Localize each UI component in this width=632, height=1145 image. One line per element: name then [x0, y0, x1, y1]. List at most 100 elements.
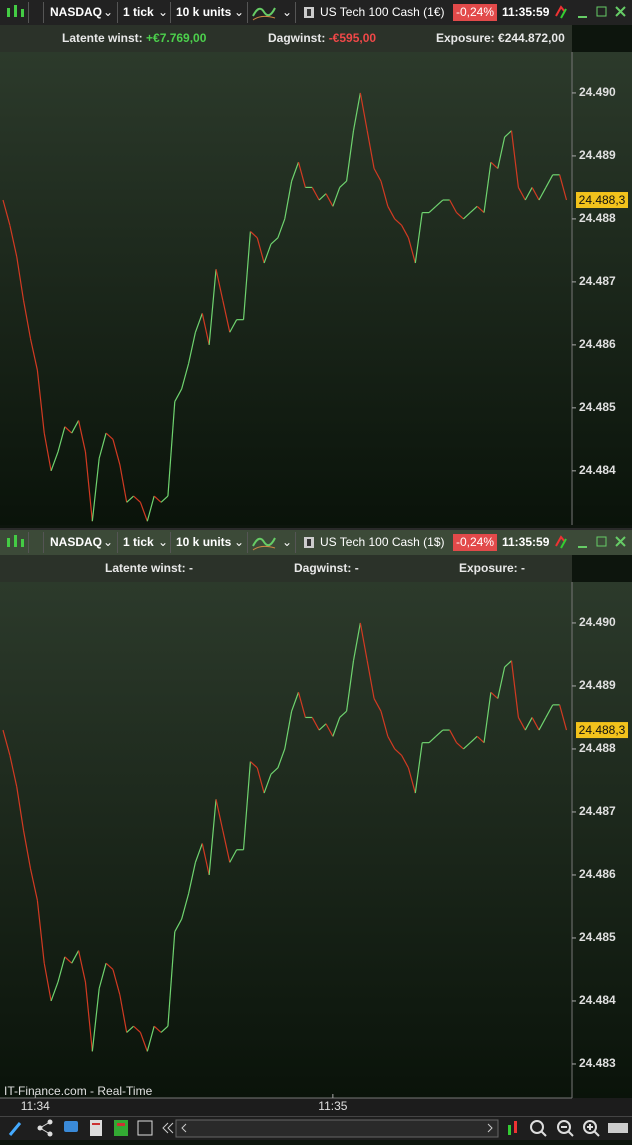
stat-value: -€595,00: [328, 31, 377, 45]
stat-label: Dagwinst:: [294, 561, 352, 575]
price-segment: [380, 710, 389, 737]
price-segment: [497, 666, 506, 699]
x-tick-label: 11:35: [318, 1099, 347, 1113]
clock: 11:35:59: [502, 5, 550, 19]
price-segment: [414, 742, 423, 794]
price-segment: [71, 420, 80, 434]
price-segment: [332, 187, 341, 207]
price-segment: [531, 187, 540, 201]
y-tick-label: 24.489: [579, 678, 616, 692]
price-segment: [84, 451, 93, 522]
price-segment: [463, 742, 471, 750]
price-segment: [249, 231, 258, 239]
price-segment: [401, 224, 409, 239]
price-segment: [277, 748, 286, 769]
style-icon[interactable]: [251, 530, 277, 555]
price-segment: [524, 187, 533, 201]
price-segment: [91, 988, 100, 1052]
price-segment: [559, 174, 568, 201]
y-tick-label: 24.484: [579, 463, 616, 477]
price-segment: [414, 212, 423, 264]
y-tick-label: 24.484: [579, 993, 616, 1007]
price-segment: [538, 717, 547, 731]
units-select[interactable]: 10 k units: [176, 535, 232, 549]
price-segment: [456, 212, 464, 220]
last-price-marker: [576, 722, 628, 739]
price-segment: [112, 439, 121, 465]
price-segment: [2, 199, 11, 226]
y-tick-label: 24.490: [579, 85, 616, 99]
price-segment: [36, 369, 45, 434]
instrument: US Tech 100 Cash (1$): [320, 535, 445, 549]
price-segment: [284, 181, 293, 220]
price-segment: [119, 464, 128, 503]
interval-select[interactable]: 1 tick: [123, 535, 154, 549]
price-segment: [291, 692, 300, 712]
price-segment: [483, 162, 492, 213]
units-select[interactable]: 10 k units: [176, 5, 232, 19]
price-segment: [23, 300, 32, 339]
y-tick-label: 24.490: [579, 615, 616, 629]
price-segment: [545, 704, 554, 718]
price-segment: [318, 723, 327, 731]
price-segment: [43, 963, 52, 1002]
stats-bar: Latente winst: +€7.769,00 Dagwinst: -€59…: [0, 25, 572, 53]
price-segment: [270, 237, 279, 245]
price-segment: [311, 717, 320, 731]
price-segment: [98, 432, 107, 459]
price-segment: [222, 830, 231, 863]
price-segment: [98, 963, 107, 989]
price-segment: [29, 868, 38, 901]
price-segment: [208, 799, 217, 876]
price-segment: [311, 187, 320, 201]
price-segment: [407, 767, 416, 794]
price-segment: [50, 451, 59, 472]
chart-icon[interactable]: [4, 0, 30, 25]
y-tick-label: 24.487: [579, 274, 616, 288]
bottom-toolbar: [0, 1116, 632, 1140]
chart-icon[interactable]: [4, 530, 30, 555]
price-segment: [332, 717, 341, 737]
price-segment: [2, 729, 11, 756]
tool-icons[interactable]: [0, 1117, 632, 1140]
market-select[interactable]: NASDAQ: [50, 5, 103, 19]
price-segment: [291, 162, 300, 182]
price-segment: [463, 212, 471, 220]
interval-select[interactable]: 1 tick: [123, 5, 154, 19]
price-segment: [64, 426, 73, 434]
price-segment: [297, 692, 306, 718]
window-controls[interactable]: [552, 0, 632, 25]
price-segment: [497, 136, 506, 169]
change: -0,24%: [453, 534, 498, 551]
y-tick-label: 24.485: [579, 400, 616, 414]
price-segment: [208, 269, 217, 345]
price-segment: [139, 502, 148, 522]
price-segment: [339, 710, 348, 718]
price-segment: [256, 767, 265, 794]
price-segment: [359, 92, 368, 131]
chart: 24.483 24.484 24.485 24.486 24.487 24.488 24.4…: [0, 582, 632, 1116]
info-icon[interactable]: [303, 0, 315, 25]
price-segment: [435, 199, 444, 207]
toolbar: NASDAQ ⌄ 1 tick ⌄ 10 k units ⌄ ⌄ US Tech…: [0, 0, 632, 25]
price-segment: [469, 735, 478, 744]
instrument: US Tech 100 Cash (1€): [320, 5, 445, 19]
price-segment: [469, 205, 478, 214]
price-segment: [242, 231, 251, 320]
stat-label: Latente winst:: [62, 31, 143, 45]
watermark: IT-Finance.com - Real-Time: [4, 1084, 153, 1098]
window-controls[interactable]: [552, 530, 632, 555]
price-segment: [256, 237, 265, 264]
price-segment: [229, 319, 238, 333]
y-tick-label: 24.489: [579, 148, 616, 162]
price-segment: [483, 692, 492, 743]
price-segment: [105, 962, 114, 970]
price-segment: [490, 161, 499, 169]
style-icon[interactable]: [251, 0, 277, 25]
market-select[interactable]: NASDAQ: [50, 535, 103, 549]
info-icon[interactable]: [303, 530, 315, 555]
stat-label: Dagwinst:: [268, 31, 326, 45]
price-segment: [126, 495, 134, 503]
price-segment: [167, 401, 176, 497]
plot-background: [0, 582, 632, 1098]
